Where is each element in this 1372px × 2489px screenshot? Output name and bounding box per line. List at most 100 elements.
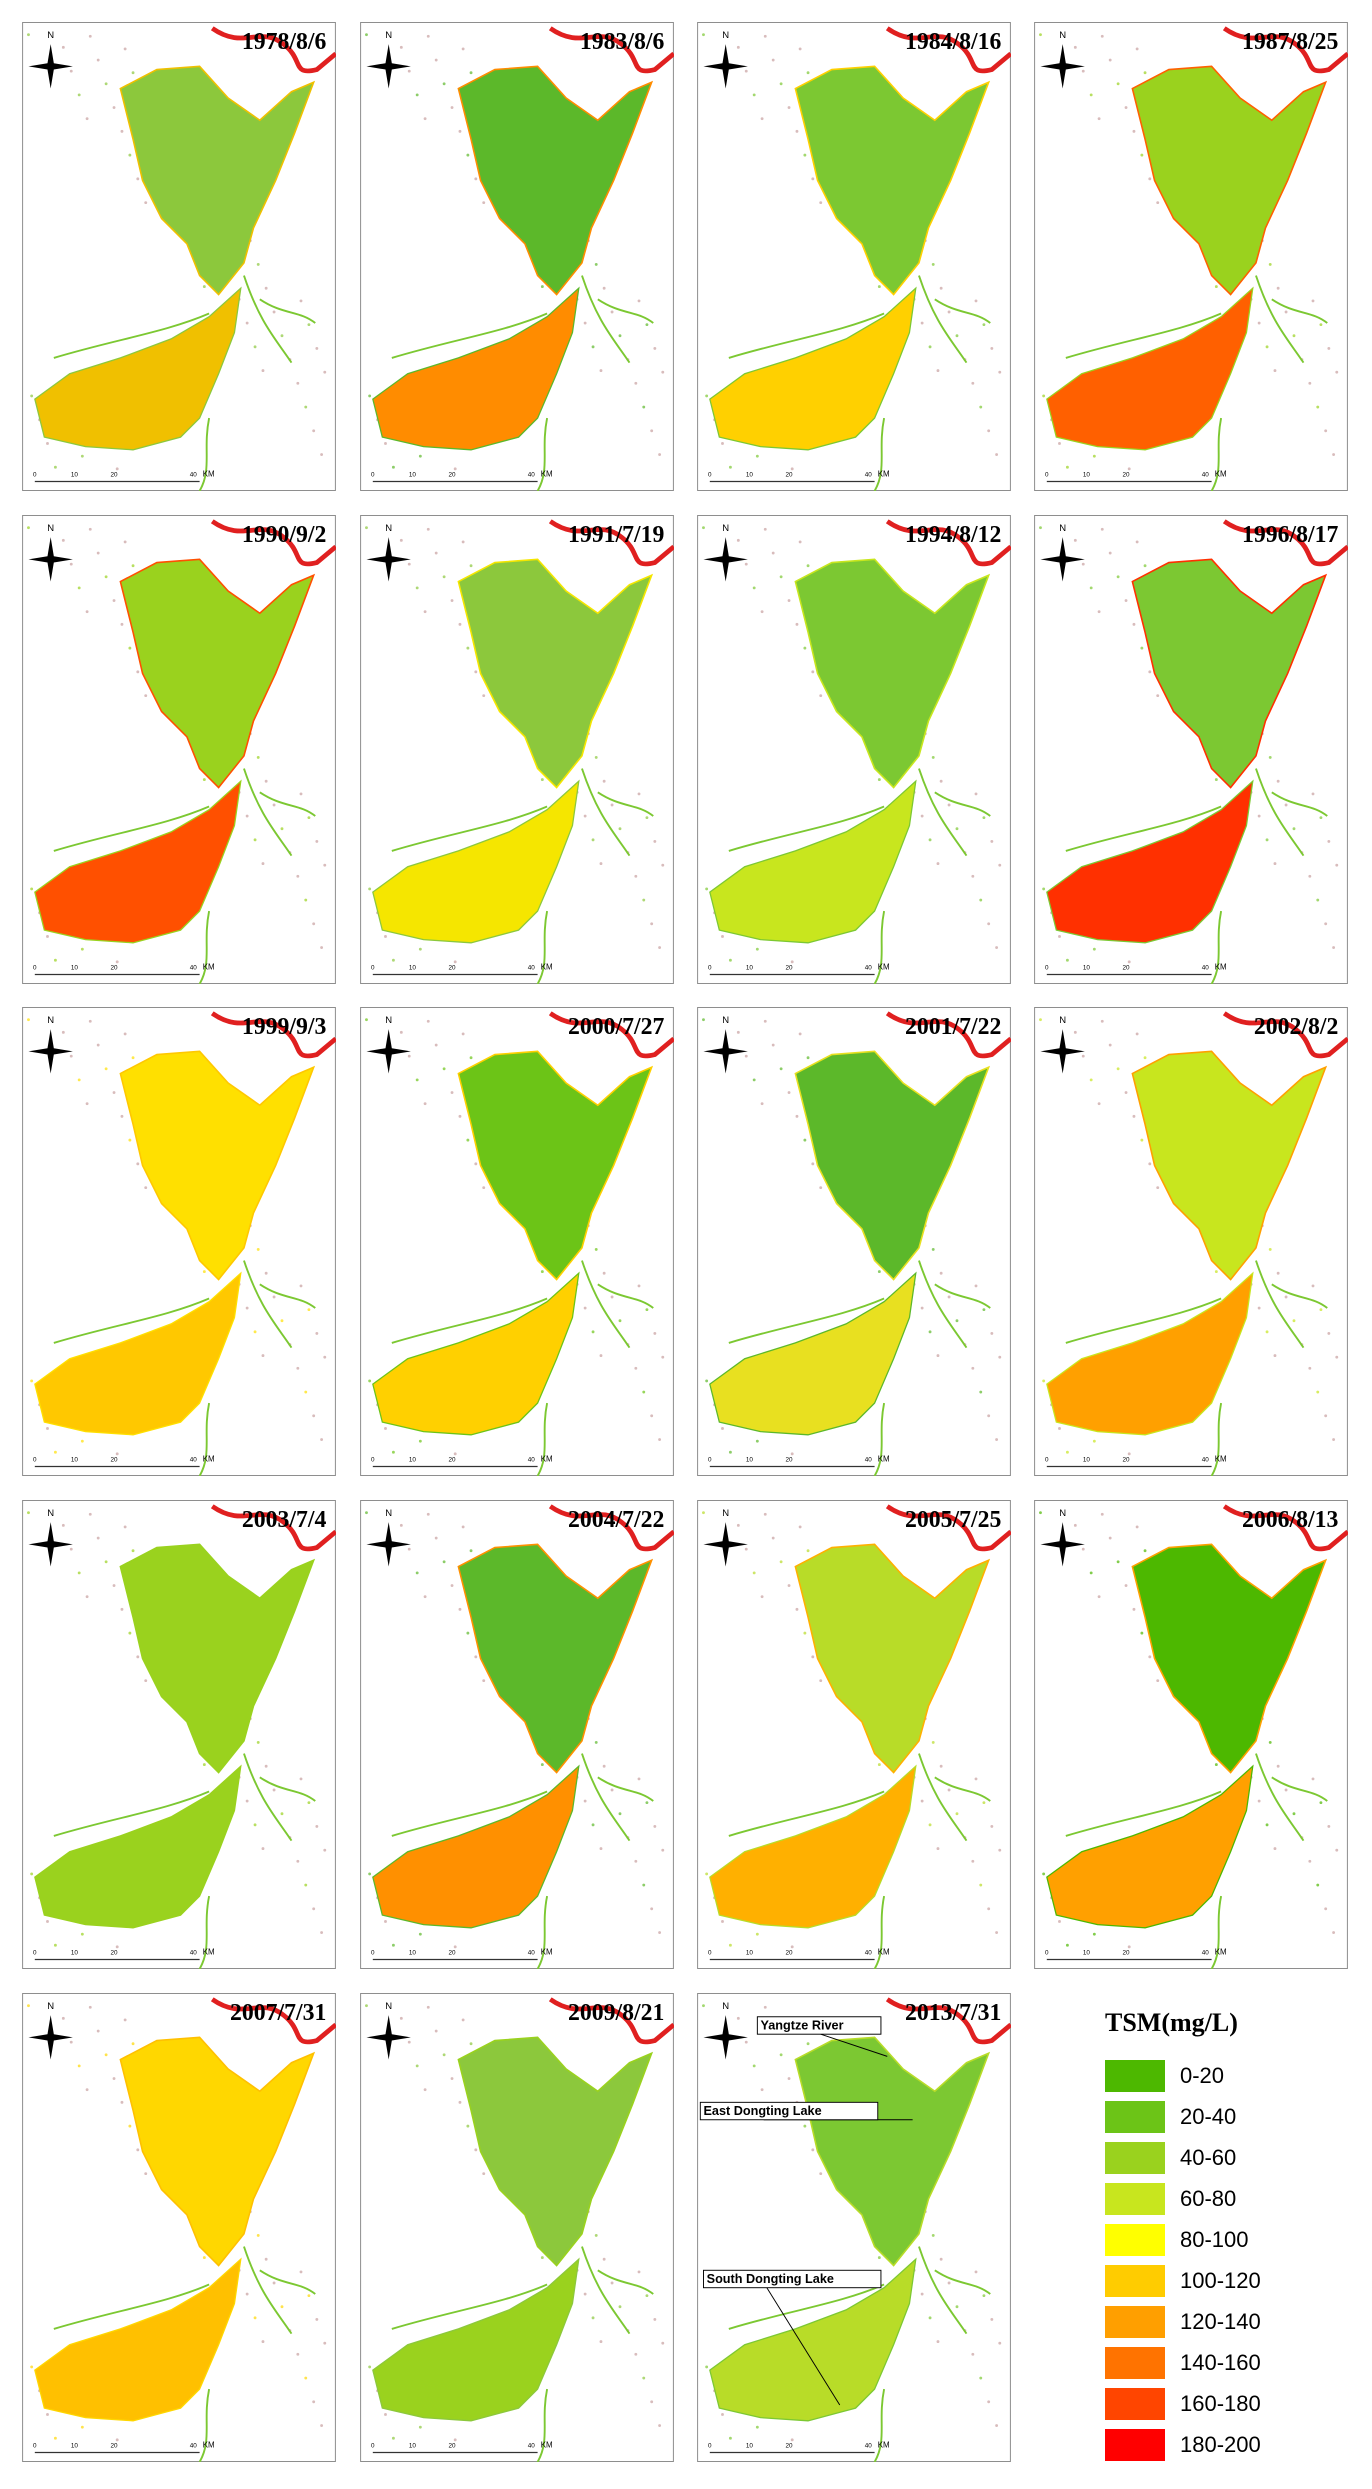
scatter-water: [583, 814, 587, 818]
lake-north: [794, 1050, 991, 1281]
panel-date: 1983/8/6: [580, 29, 665, 55]
scatter-water: [415, 2064, 419, 2068]
scatter-water: [96, 1043, 100, 1047]
scatter-water: [272, 1788, 276, 1792]
scatter-water: [69, 2040, 73, 2044]
scatter-water: [1089, 586, 1093, 590]
stream: [536, 417, 549, 491]
scatter-water: [645, 2294, 649, 2298]
scatter-water: [744, 1547, 748, 1551]
scatter-water: [53, 2436, 57, 2440]
scatter-water: [312, 1414, 316, 1418]
scatter-water: [450, 1584, 454, 1587]
scatter-water: [987, 1907, 991, 1911]
scatter-water: [795, 129, 799, 133]
scale-label: 10: [409, 1950, 417, 1957]
stream: [243, 275, 293, 364]
scatter-water: [936, 2340, 940, 2344]
scatter-water: [368, 394, 372, 398]
panel-date: 2005/7/25: [905, 1507, 1001, 1533]
scatter-water: [1092, 454, 1096, 458]
scatter-water: [299, 792, 303, 796]
legend-label: 80-100: [1180, 2227, 1249, 2252]
scatter-water: [426, 1512, 430, 1516]
annotation-box: [756, 2016, 882, 2035]
scatter-water: [540, 285, 544, 289]
scatter-water: [112, 2077, 116, 2080]
scatter-water: [819, 694, 823, 698]
scatter-water: [1058, 1920, 1061, 1923]
scatter-water: [971, 2352, 975, 2356]
scatter-water: [1273, 1354, 1277, 1358]
scatter-water: [253, 345, 257, 349]
scatter-water: [426, 527, 430, 531]
scatter-water: [96, 2029, 100, 2033]
scatter-water: [721, 1427, 724, 1430]
scatter-water: [634, 381, 638, 385]
scatter-water: [583, 321, 587, 325]
scatter-water: [1308, 1366, 1312, 1370]
map-panel: N 1996/8/17 0 10 20 40 KM: [1034, 515, 1348, 984]
scatter-water: [482, 2172, 486, 2176]
stream: [1065, 312, 1222, 359]
scale-unit: KM: [878, 2441, 890, 2450]
scatter-water: [661, 2341, 665, 2345]
map-panel: N 2001/7/22 0 10 20 40 KM: [697, 1007, 1011, 1476]
scatter-water: [995, 946, 999, 949]
scatter-water: [736, 45, 740, 49]
scatter-water: [990, 839, 994, 843]
scatter-water: [920, 1799, 924, 1803]
legend-swatch: [1105, 2347, 1165, 2379]
scatter-water: [144, 2172, 148, 2176]
scale-label: 20: [111, 472, 119, 479]
river: [1222, 519, 1348, 567]
scatter-water: [304, 405, 308, 409]
scatter-water: [1092, 1439, 1096, 1443]
scatter-water: [1308, 874, 1312, 878]
lake-south: [709, 2257, 917, 2422]
scatter-water: [1257, 814, 1261, 818]
scatter-water: [115, 2438, 119, 2442]
scatter-water: [418, 2425, 422, 2429]
scatter-water: [304, 2376, 308, 2380]
scatter-water: [594, 755, 598, 759]
scatter-water: [466, 1138, 470, 1142]
scatter-water: [466, 153, 470, 157]
stream: [934, 791, 991, 817]
scatter-water: [320, 1931, 324, 1934]
scatter-water: [760, 1595, 764, 1599]
lake-south: [372, 779, 580, 944]
scatter-water: [979, 898, 983, 902]
scatter-water: [1273, 1847, 1277, 1851]
scatter-water: [645, 816, 649, 820]
scatter-water: [27, 1511, 30, 1515]
lake-north: [457, 1050, 654, 1281]
compass-label: N: [1059, 30, 1066, 41]
scale-label: 0: [1045, 1950, 1049, 1957]
scatter-water: [1065, 1450, 1069, 1454]
scatter-water: [705, 2365, 709, 2369]
scatter-water: [365, 2004, 368, 2008]
scatter-water: [115, 960, 119, 964]
panel-date: 1999/9/3: [242, 1014, 327, 1040]
scatter-water: [1100, 1512, 1104, 1516]
scatter-water: [442, 2053, 446, 2057]
scatter-water: [974, 2270, 978, 2274]
scatter-water: [442, 82, 446, 86]
scatter-water: [53, 1943, 57, 1947]
scatter-water: [88, 34, 92, 38]
compass: [366, 2015, 411, 2060]
scatter-water: [634, 1366, 638, 1370]
scale-unit: KM: [878, 470, 890, 479]
stream: [934, 1776, 991, 1802]
stream: [243, 2246, 293, 2335]
scatter-water: [702, 1018, 705, 1022]
scatter-water: [1097, 117, 1101, 121]
scatter-water: [982, 323, 986, 327]
scatter-water: [947, 1788, 951, 1792]
scatter-water: [610, 1295, 614, 1299]
scatter-water: [642, 2376, 646, 2380]
scatter-water: [979, 1390, 983, 1394]
compass-label: N: [722, 523, 729, 534]
stream: [934, 1283, 991, 1309]
